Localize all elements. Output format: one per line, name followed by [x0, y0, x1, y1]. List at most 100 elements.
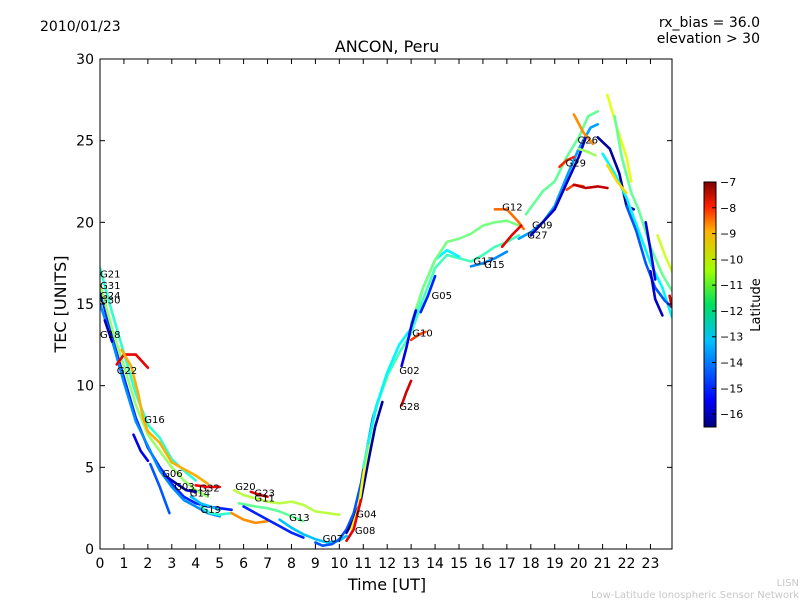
- y-tick-label: 15: [76, 297, 94, 313]
- x-tick-label: 1: [119, 556, 128, 572]
- tec-track: [524, 110, 600, 216]
- satellite-label: G02: [399, 366, 419, 377]
- satellite-label: G17: [473, 257, 493, 268]
- tec-track: [120, 348, 209, 486]
- satellite-label: G18: [100, 330, 120, 341]
- series-layer: [100, 93, 672, 548]
- x-tick-label: 3: [167, 556, 176, 572]
- tec-track: [409, 219, 521, 325]
- watermark-subtitle: Low-Latitude Ionospheric Sensor Network: [591, 590, 799, 600]
- satellite-label: G20: [235, 482, 255, 493]
- satellite-label: G30: [100, 296, 120, 307]
- y-axis: 0 5 10 15 20 25 30: [76, 52, 672, 558]
- tec-track: [314, 400, 379, 548]
- tec-track: [577, 147, 597, 157]
- tec-track: [558, 155, 576, 169]
- y-tick-label: 0: [85, 542, 94, 558]
- satellite-label: G28: [399, 402, 419, 413]
- tec-track: [529, 136, 588, 237]
- tec-track: [132, 433, 150, 463]
- y-tick-label: 5: [85, 460, 94, 476]
- tec-track: [400, 309, 418, 368]
- tec-track: [165, 475, 197, 494]
- x-tick-label: 21: [594, 556, 612, 572]
- y-tick-label: 10: [76, 379, 94, 395]
- tec-track: [500, 224, 523, 249]
- colorbar-tick-label: −14: [720, 357, 743, 370]
- satellite-label: G07: [323, 534, 343, 545]
- y-tick-label: 20: [76, 215, 94, 231]
- satellite-label: G16: [144, 415, 164, 426]
- colorbar-gradient: [703, 181, 717, 428]
- satellite-label: G31: [100, 281, 120, 292]
- tec-track: [230, 511, 269, 525]
- satellite-label: G19: [201, 505, 221, 516]
- tec-track: [656, 234, 672, 273]
- tec-track: [572, 113, 595, 146]
- satellite-label: G27: [527, 230, 547, 241]
- x-tick-label: 11: [354, 556, 372, 572]
- tec-track: [613, 114, 672, 293]
- colorbar-tick-label: −12: [720, 305, 743, 318]
- satellite-label: G15: [484, 260, 504, 271]
- tec-track: [232, 488, 341, 517]
- satellite-label: G08: [355, 526, 375, 537]
- tec-track: [361, 234, 521, 469]
- satellite-label: G09: [532, 221, 552, 232]
- tec-track: [149, 462, 171, 515]
- satellite-label: G03: [174, 482, 194, 493]
- satellite-label: G13: [289, 513, 309, 524]
- tec-track: [366, 248, 461, 445]
- tec-track: [572, 183, 609, 190]
- x-tick-label: 9: [311, 556, 320, 572]
- chart-title: ANCON, Peru: [335, 37, 439, 56]
- tec-track: [345, 498, 363, 543]
- satellite-label: G23: [254, 489, 274, 500]
- tec-track: [100, 302, 221, 518]
- x-tick-label: 20: [570, 556, 588, 572]
- x-tick-label: 5: [215, 556, 224, 572]
- tec-track: [409, 330, 427, 342]
- x-tick-label: 19: [546, 556, 564, 572]
- colorbar-tick-label: −7: [720, 176, 736, 189]
- colorbar-tick-label: −11: [720, 279, 743, 292]
- tec-track: [194, 483, 221, 489]
- tec-track: [601, 152, 672, 319]
- colorbar: −7 −8 −9 −10 −11 −12 −13 −14 −15 −16 Latitude: [703, 176, 764, 428]
- x-tick-label: 18: [522, 556, 540, 572]
- satellite-label: G11: [254, 493, 274, 504]
- satellite-label: G10: [412, 328, 432, 339]
- watermark-title: LISN: [777, 578, 799, 589]
- tec-track: [649, 269, 664, 317]
- x-tick-label: 16: [474, 556, 492, 572]
- tec-track: [103, 318, 114, 343]
- satellite-label: G04: [356, 510, 376, 521]
- tec-track: [345, 400, 384, 535]
- colorbar-tick-label: −9: [720, 228, 736, 241]
- tec-track: [100, 283, 209, 499]
- satellite-label: G14: [190, 489, 210, 500]
- plot-frame: [99, 58, 673, 550]
- colorbar-tick-label: −15: [720, 382, 743, 395]
- tec-track: [517, 123, 600, 240]
- colorbar-tick-label: −16: [720, 408, 743, 421]
- x-tick-label: 0: [96, 556, 105, 572]
- tec-track: [419, 274, 437, 314]
- rx-bias-label: rx_bias = 36.0: [659, 15, 760, 31]
- satellite-label: G12: [502, 203, 522, 214]
- x-tick-label: 22: [618, 556, 636, 572]
- colorbar-label: Latitude: [749, 278, 764, 332]
- satellite-label: G32: [199, 484, 219, 495]
- tec-track: [606, 93, 633, 183]
- tec-track: [115, 353, 150, 370]
- satellite-label: G29: [566, 159, 586, 170]
- colorbar-tick-label: −13: [720, 331, 743, 344]
- x-tick-label: 2: [143, 556, 152, 572]
- x-tick-label: 12: [378, 556, 396, 572]
- y-tick-label: 30: [76, 52, 94, 68]
- x-tick-label: 15: [450, 556, 468, 572]
- x-tick-label: 6: [239, 556, 248, 572]
- satellite-label: G06: [162, 469, 182, 480]
